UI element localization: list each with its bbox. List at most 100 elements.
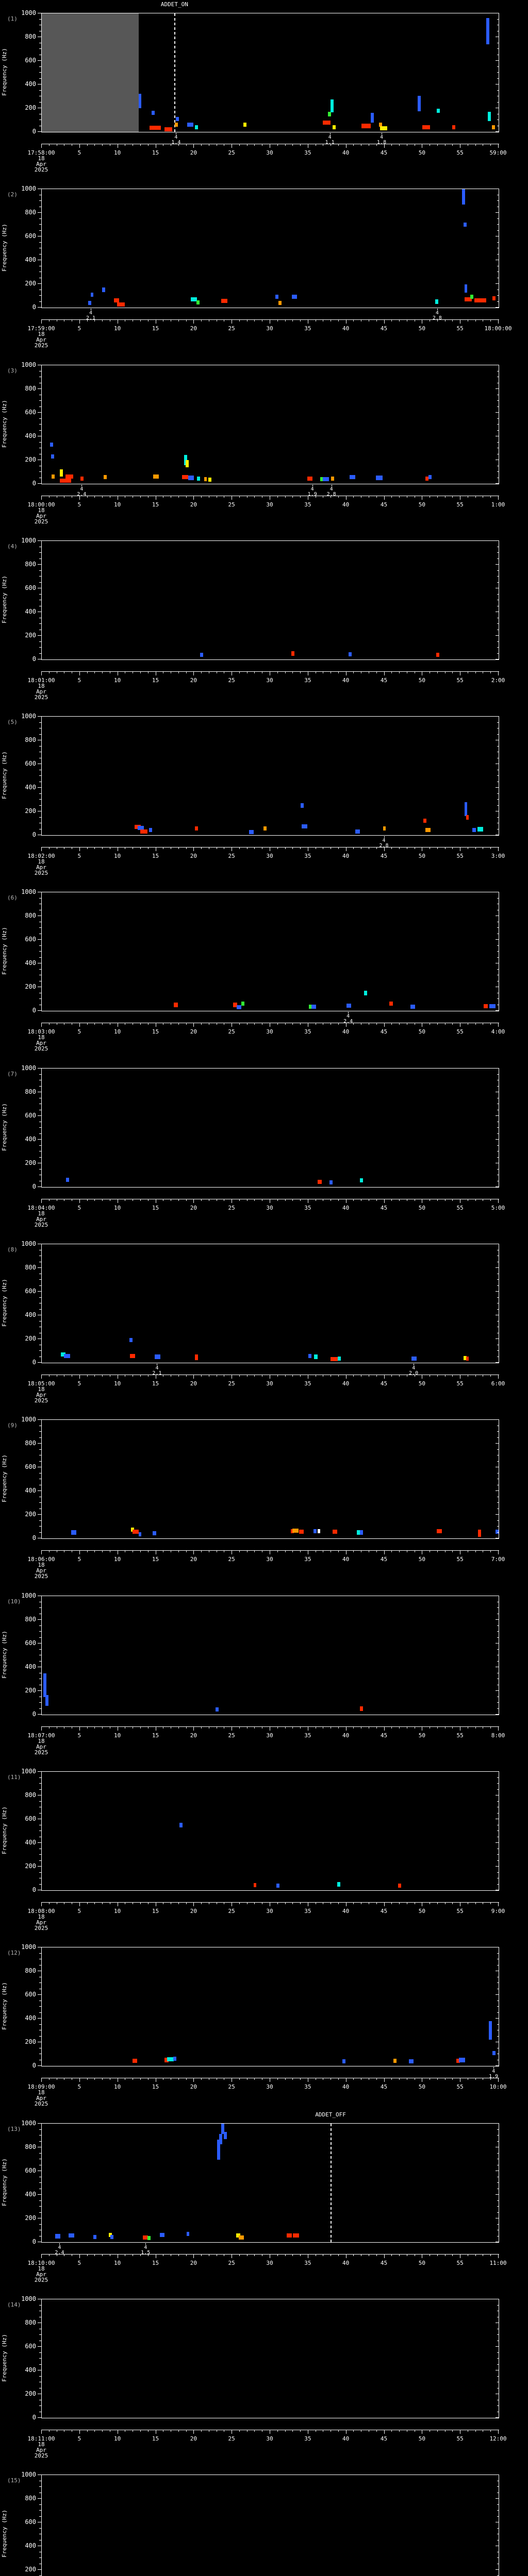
x-tick — [94, 1902, 95, 1904]
x-tick-label: 40 — [342, 2083, 350, 2090]
y-tick — [39, 66, 41, 67]
detection-mark — [102, 287, 105, 292]
y-tick — [38, 1139, 41, 1140]
x-tick-label: 25 — [228, 853, 235, 859]
y-tick — [39, 722, 41, 723]
detection-mark — [59, 479, 71, 483]
y-tick — [39, 101, 41, 103]
x-tick — [437, 671, 438, 673]
y-tick — [39, 2504, 41, 2505]
y-tick-right — [496, 2417, 499, 2418]
x-tick — [285, 1023, 286, 1025]
detection-mark — [337, 1882, 340, 1887]
y-tick — [39, 2376, 41, 2377]
freq-axis-label: Frequency (Hz) — [1, 2334, 8, 2382]
x-tick — [437, 1375, 438, 1377]
y-tick-label: 800 — [25, 1616, 36, 1623]
detection-mark — [478, 1529, 482, 1537]
x-tick — [285, 847, 286, 849]
annotation-tick — [81, 485, 82, 486]
detector-marker-dashed-line — [331, 2124, 332, 2242]
freq-axis-label: Frequency (Hz) — [1, 2510, 8, 2558]
x-tick — [246, 2078, 248, 2080]
detection-mark — [492, 296, 496, 300]
y-tick-right — [496, 2194, 499, 2195]
x-tick-label: 10 — [114, 2435, 121, 2442]
x-tick — [353, 671, 354, 673]
spectrogram-panel: ADDET_ON 0 200 400 600 800 1000 (1) Frequency (H… — [0, 0, 528, 176]
detection-mark — [113, 298, 119, 303]
detection-mark — [357, 1530, 360, 1535]
y-tick — [39, 897, 41, 899]
x-tick-label: 55 — [456, 853, 464, 859]
x-tick — [193, 2430, 194, 2434]
annotation-count: 4 — [380, 134, 384, 140]
y-tick-right — [497, 2024, 499, 2025]
annotation-value: 2.1 — [152, 1370, 162, 1376]
start-time-label: 17:59:00 — [27, 325, 55, 332]
x-tick — [399, 2254, 400, 2256]
spectrogram-panel: 0 200 400 600 800 1000 (3) Frequency (Hz) 4 2.4 4 1… — [0, 352, 528, 528]
y-tick — [38, 1771, 41, 1772]
date-label: 2025 — [34, 2100, 48, 2107]
x-tick — [300, 496, 301, 498]
x-tick-label: 45 — [380, 149, 388, 156]
x-tick-label: 5 — [77, 1732, 81, 1739]
x-tick-label: 40 — [342, 677, 350, 684]
y-tick — [38, 1010, 41, 1011]
x-tick — [399, 2078, 400, 2080]
x-tick — [246, 1199, 248, 1201]
x-tick — [193, 671, 194, 675]
x-tick — [300, 671, 301, 673]
detection-mark — [380, 126, 388, 131]
x-tick-label: 50 — [418, 853, 425, 859]
y-tick-label: 0 — [32, 1886, 36, 1893]
x-tick-label: 15 — [152, 1732, 159, 1739]
x-tick — [140, 1023, 141, 1025]
x-tick — [452, 1199, 453, 1201]
y-tick — [39, 224, 41, 225]
x-tick-label: 35 — [304, 501, 311, 508]
x-tick-label: 5 — [77, 1380, 81, 1387]
x-tick — [338, 496, 339, 498]
x-tick-label: 55 — [456, 325, 464, 332]
x-tick-label: 55 — [456, 1908, 464, 1914]
x-tick-label: 50 — [418, 1380, 425, 1387]
y-tick — [38, 1690, 41, 1691]
x-tick — [285, 319, 286, 321]
y-tick-label: 200 — [25, 632, 36, 639]
x-tick — [140, 319, 141, 321]
y-tick-right — [497, 1532, 499, 1533]
x-tick-label: 35 — [304, 149, 311, 156]
y-tick-right — [497, 594, 499, 595]
x-tick-label: 50 — [418, 2435, 425, 2442]
detection-mark — [43, 1673, 46, 1697]
y-tick-label: 200 — [25, 983, 36, 990]
x-tick — [277, 319, 278, 321]
x-tick — [48, 144, 50, 146]
x-tick — [498, 1726, 499, 1731]
date-label: 2025 — [34, 1045, 48, 1052]
x-tick-label: 30 — [266, 1908, 273, 1914]
detection-mark — [208, 477, 212, 482]
x-tick — [239, 1023, 240, 1025]
detection-mark — [464, 222, 467, 227]
x-tick-label: 10 — [114, 2083, 121, 2090]
x-tick — [300, 1726, 301, 1728]
x-tick — [87, 671, 88, 673]
x-tick — [94, 319, 95, 321]
detection-mark — [436, 652, 439, 657]
spectrogram-panel: 0 200 400 600 800 1000 (6) Frequency (Hz) 4 2.4 5 1… — [0, 879, 528, 1055]
y-tick-right — [496, 564, 499, 565]
detection-mark — [60, 469, 63, 477]
x-tick-label: 5 — [77, 2435, 81, 2442]
y-tick-label: 0 — [32, 128, 36, 135]
detection-mark — [52, 474, 55, 479]
freq-axis-label: Frequency (Hz) — [1, 48, 8, 96]
y-tick-label: 1000 — [21, 537, 36, 544]
y-tick — [38, 212, 41, 213]
detection-mark — [308, 1354, 311, 1359]
y-tick-right — [496, 1362, 499, 1363]
y-tick — [39, 1127, 41, 1128]
end-time-label: 6:00 — [491, 1380, 505, 1387]
